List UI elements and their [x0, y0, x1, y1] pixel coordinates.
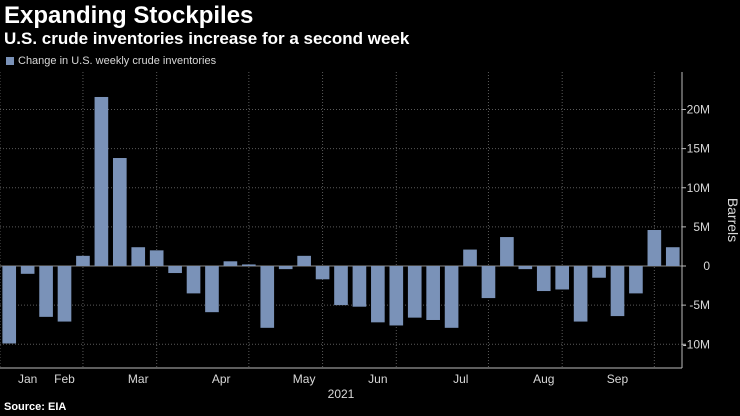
data-bar: [426, 266, 440, 320]
chart-title: Expanding Stockpiles: [4, 2, 254, 29]
data-bar: [573, 266, 588, 322]
data-bar: [20, 266, 35, 274]
y-axis-label: Barrels: [725, 198, 740, 242]
axis-layer: 20M 15M 10M 5M 0 -5M -10M Jan Feb Mar Apr May Jun Jul…: [0, 72, 740, 401]
data-bar: [352, 266, 367, 307]
y-tick-label: 15M: [687, 142, 710, 156]
data-bar: [39, 266, 53, 317]
data-bar: [260, 266, 275, 328]
data-bar: [463, 249, 477, 266]
x-tick-label: Feb: [54, 372, 75, 386]
data-bar: [665, 247, 680, 266]
chart-legend: Change in U.S. weekly crude inventories: [6, 55, 216, 67]
data-bar: [242, 264, 256, 266]
x-tick-label: Sep: [607, 372, 629, 386]
data-bar: [278, 266, 293, 270]
data-bar: [407, 266, 422, 318]
y-tick-label: -10M: [683, 337, 710, 351]
data-bar: [444, 266, 459, 328]
x-tick-label: Jul: [453, 372, 468, 386]
bars-layer: [2, 96, 680, 344]
x-tick-label: May: [293, 372, 316, 386]
grid-layer: [0, 72, 682, 368]
data-bar: [76, 255, 90, 266]
x-tick-label: Jun: [368, 372, 387, 386]
data-bar: [149, 250, 164, 266]
data-bar: [168, 266, 182, 274]
data-bar: [205, 266, 219, 313]
data-bar: [94, 96, 109, 266]
source-note: Source: EIA: [4, 401, 67, 413]
y-tick-label: 20M: [687, 103, 710, 117]
chart-subtitle: U.S. crude inventories increase for a se…: [4, 29, 410, 48]
data-bar: [2, 266, 17, 344]
data-bar: [536, 266, 551, 292]
data-bar: [223, 261, 238, 266]
data-bar: [389, 266, 404, 326]
y-tick-label: 10M: [687, 181, 710, 195]
x-tick-label: Apr: [212, 372, 231, 386]
data-bar: [500, 237, 514, 266]
data-bar: [315, 266, 330, 280]
x-tick-label: Mar: [128, 372, 149, 386]
data-bar: [610, 266, 625, 317]
data-bar: [112, 158, 127, 266]
data-bar: [297, 255, 311, 266]
y-tick-label: -5M: [689, 298, 710, 312]
x-tick-label: Jan: [18, 372, 37, 386]
data-bar: [131, 247, 146, 266]
data-bar: [371, 266, 385, 323]
x-axis-label: 2021: [328, 387, 355, 401]
data-bar: [481, 266, 496, 299]
data-bar: [57, 266, 72, 322]
data-bar: [647, 230, 662, 266]
y-tick-label: 5M: [693, 220, 710, 234]
legend-label: Change in U.S. weekly crude inventories: [18, 55, 217, 67]
legend-swatch: [6, 57, 14, 65]
x-tick-label: Aug: [533, 372, 554, 386]
y-tick-label: 0: [703, 259, 710, 273]
data-bar: [629, 266, 643, 294]
data-bar: [334, 266, 348, 306]
data-bar: [592, 266, 606, 278]
data-bar: [518, 266, 533, 270]
data-bar: [555, 266, 570, 290]
data-bar: [186, 266, 201, 294]
